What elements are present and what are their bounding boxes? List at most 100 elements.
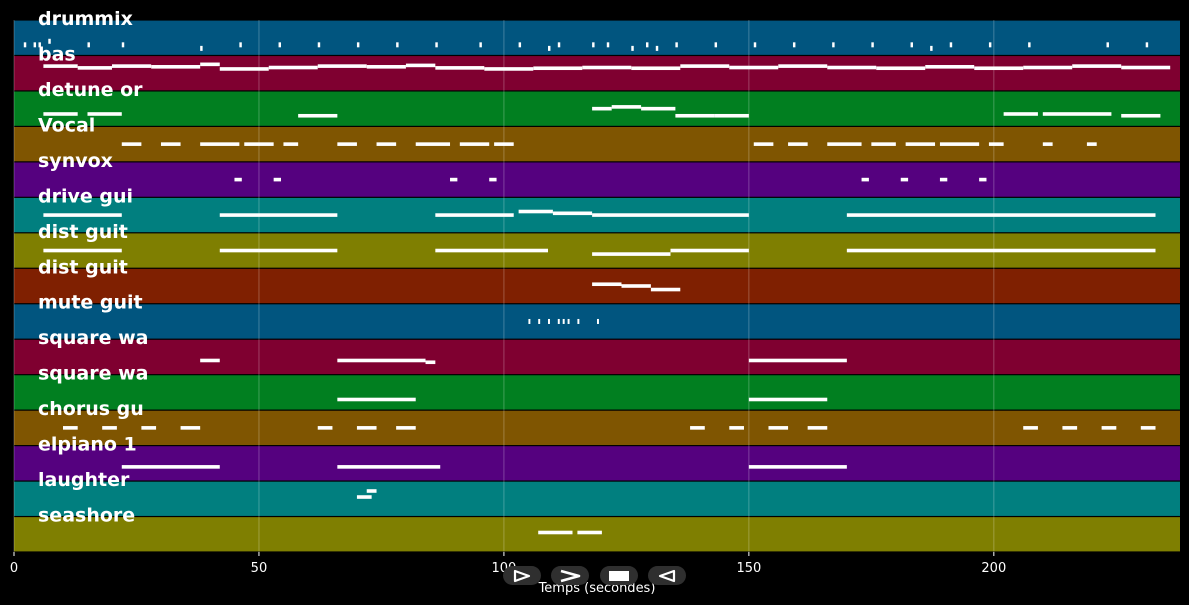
- note: [538, 318, 541, 324]
- note: [592, 252, 671, 256]
- note: [396, 426, 416, 430]
- track-label: seashore: [38, 505, 135, 527]
- note: [298, 113, 338, 118]
- note: [974, 66, 1024, 71]
- note: [675, 113, 715, 118]
- note: [714, 113, 749, 118]
- note: [489, 177, 497, 182]
- track-lane: [14, 481, 1180, 516]
- note: [949, 42, 953, 48]
- note: [43, 64, 78, 68]
- play-button[interactable]: [503, 566, 541, 585]
- note: [317, 42, 321, 48]
- x-tick-label: 200: [981, 561, 1006, 576]
- note: [690, 426, 705, 430]
- note: [562, 318, 565, 324]
- note: [425, 360, 436, 365]
- track-label: mute guit: [38, 292, 143, 314]
- back-button[interactable]: [648, 566, 686, 585]
- note: [38, 42, 41, 48]
- next-button[interactable]: [551, 566, 589, 585]
- track-labels: drummix bas detune or Vocal synvox drive gui d…: [38, 8, 149, 527]
- note: [729, 65, 779, 70]
- note: [827, 65, 877, 70]
- notes-layer: [23, 38, 1171, 535]
- note: [528, 318, 531, 324]
- note: [557, 318, 560, 324]
- note: [415, 142, 451, 146]
- note: [832, 42, 835, 48]
- note: [435, 66, 485, 70]
- note: [577, 530, 602, 535]
- note: [219, 213, 338, 217]
- note: [518, 42, 522, 48]
- note: [778, 64, 828, 68]
- note: [376, 142, 397, 146]
- note: [611, 105, 642, 109]
- note: [645, 42, 649, 48]
- note: [234, 177, 242, 182]
- note: [151, 65, 201, 69]
- note: [435, 248, 549, 253]
- note: [577, 318, 580, 324]
- note: [1121, 113, 1161, 118]
- note: [680, 64, 730, 68]
- x-tick-label: 150: [736, 561, 761, 576]
- track-label: elpiano 1: [38, 434, 137, 456]
- note: [356, 42, 360, 48]
- track-lanes: [14, 20, 1180, 552]
- track-lane: [14, 410, 1180, 445]
- note: [1042, 142, 1053, 146]
- track-label: laughter: [38, 469, 130, 491]
- note: [200, 142, 240, 146]
- note: [1023, 65, 1073, 70]
- note: [631, 45, 634, 51]
- note: [1042, 112, 1112, 116]
- note: [356, 495, 372, 499]
- note: [748, 358, 847, 363]
- note: [405, 63, 436, 68]
- note: [876, 66, 926, 71]
- note: [121, 465, 220, 469]
- note: [1062, 426, 1078, 430]
- note: [748, 397, 828, 402]
- note: [459, 142, 490, 146]
- track-label: synvox: [38, 150, 113, 172]
- note: [533, 66, 583, 71]
- note: [1140, 426, 1156, 430]
- note: [219, 248, 338, 253]
- note: [141, 426, 157, 430]
- note: [77, 66, 112, 70]
- track-label: dist guit: [38, 256, 128, 278]
- note: [925, 65, 975, 69]
- note: [592, 42, 595, 48]
- note: [675, 42, 678, 48]
- play-outline-icon: [513, 569, 531, 582]
- x-tick-label: 50: [251, 561, 268, 576]
- note: [479, 42, 482, 48]
- track-lane: [14, 20, 1180, 55]
- note: [900, 177, 909, 182]
- stop-icon: [609, 570, 629, 581]
- note: [180, 426, 201, 430]
- note: [768, 426, 789, 430]
- note: [631, 66, 681, 71]
- note: [621, 284, 651, 288]
- note: [239, 42, 242, 48]
- x-tick-label: 0: [10, 561, 18, 576]
- chevron-right-icon: [560, 569, 581, 582]
- note: [121, 42, 125, 48]
- stop-button[interactable]: [600, 566, 638, 585]
- note: [910, 42, 913, 48]
- note: [273, 177, 282, 182]
- note: [200, 45, 203, 51]
- note: [606, 42, 610, 48]
- note: [557, 42, 561, 48]
- note: [43, 112, 78, 116]
- note: [792, 42, 796, 48]
- note: [356, 426, 377, 430]
- track-label: drive gui: [38, 185, 133, 207]
- note: [48, 38, 51, 44]
- note: [905, 142, 936, 146]
